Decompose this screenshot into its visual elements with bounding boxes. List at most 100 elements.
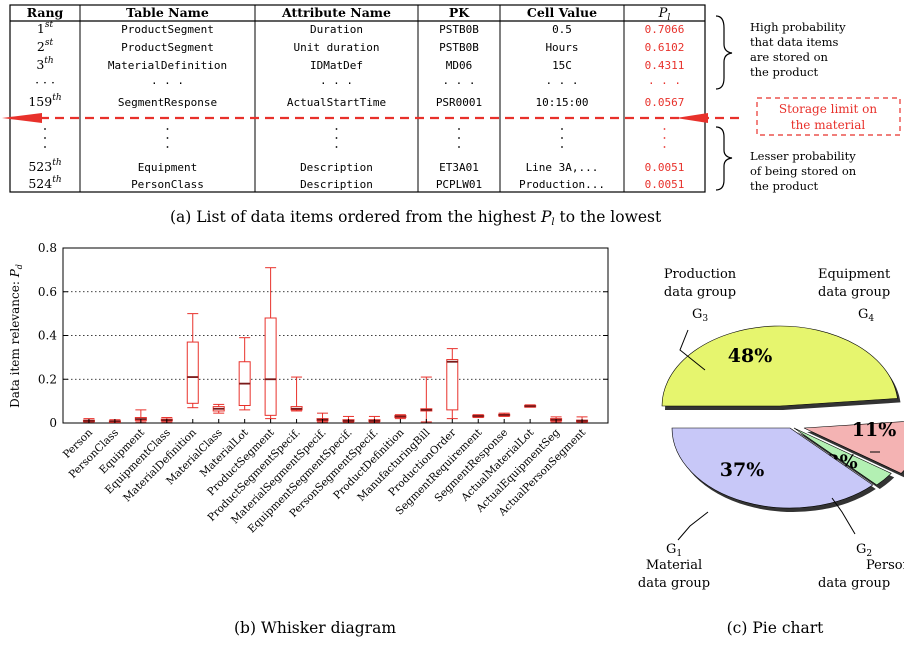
pie-leader-line (831, 497, 856, 535)
table-cell-text: · · · (442, 77, 475, 90)
table-cell-text: ET3A01 (439, 161, 479, 174)
table-cell-text: · · · (151, 77, 184, 90)
table-cell-text: MaterialDefinition (108, 59, 227, 72)
table-cell-text: PSTB0B (439, 23, 479, 36)
table-cell-text: Description (300, 178, 373, 191)
table-row-ellipsis-dot (458, 128, 460, 130)
table-cell-text: ActualStartTime (287, 96, 386, 109)
table-row-ellipsis-dot (44, 128, 46, 130)
table-cell-3-0: · · · (35, 75, 55, 90)
box-ProductionOrder (446, 348, 459, 420)
table-cell-3-3: · · · (442, 77, 475, 90)
storage-limit-arrow-right (676, 113, 708, 123)
y-axis-label-var: P (8, 268, 22, 278)
box-MaterialDefinition (186, 313, 199, 409)
pie-label-material-1: Material (646, 558, 702, 573)
table-cell-4-5: 0.0567 (645, 96, 685, 109)
pie-slice-2 (793, 427, 892, 486)
table-cell-text: 0.0051 (645, 161, 685, 174)
table-cell-text: PSR0001 (436, 96, 482, 109)
table-row-ellipsis-dot (561, 146, 563, 148)
storage-limit-label-1: Storage limit on (779, 102, 878, 116)
table-cell-text: 0.0051 (645, 178, 685, 191)
table-cell-4-3: PSR0001 (436, 96, 482, 109)
table-cell-2-2: IDMatDef (310, 59, 363, 72)
table-cell-0-3: PSTB0B (439, 23, 479, 36)
whisker-diagram: 0 0.2 0.4 0.6 0.8 PersonPersonClassEquipment… (8, 241, 609, 535)
y-tick-label: 0.8 (38, 241, 57, 255)
box-ProductSegmentSpecif. (290, 376, 303, 412)
table-cell-3-4: · · · (545, 77, 578, 90)
pie-percent-4: 11% (852, 419, 897, 441)
pie-slice-1 (671, 427, 874, 509)
pie-group-g3-sub: 3 (702, 314, 708, 324)
table-rank-suffix: st (45, 38, 54, 48)
table-cell-0-1: ProductSegment (121, 23, 214, 36)
y-tick-label: 0.2 (38, 372, 57, 386)
table-cell-6-5: 0.0051 (645, 161, 685, 174)
table-header-2: Attribute Name (281, 5, 391, 20)
table-cell-2-1: MaterialDefinition (108, 59, 227, 72)
table-cell-text: 0.0567 (645, 96, 685, 109)
y-tick-label: 0.6 (38, 285, 57, 299)
table-cell-0-5: 0.7066 (645, 23, 685, 36)
table-rank-suffix: th (44, 56, 53, 66)
y-tick-label: 0 (49, 416, 57, 430)
y-tick-label: 0.4 (38, 329, 57, 343)
table-cell-2-3: MD06 (446, 59, 473, 72)
box-MaterialClass (212, 403, 225, 414)
box-SegmentRequirement (472, 414, 485, 419)
pie-label-production-group: G3 (692, 307, 708, 324)
table-cell-text: PSTB0B (439, 41, 479, 54)
pie-leader-line (679, 329, 706, 371)
table-cell-4-2: ActualStartTime (287, 96, 386, 109)
annotation-high-4: the product (750, 65, 818, 79)
table-header-4: Cell Value (527, 5, 597, 20)
table-cell-text: Production... (519, 178, 605, 191)
caption-a-suffix: to the lowest (555, 208, 662, 226)
annotation-low-2: of being stored on (750, 164, 857, 178)
table-cell-text: ProductSegment (121, 41, 214, 54)
table-header-1: Table Name (126, 5, 209, 20)
table-header-pl-main: P (658, 6, 668, 21)
table-cell-text: IDMatDef (310, 59, 363, 72)
box-iqr (446, 359, 459, 411)
pie-label-production-1: Production (664, 267, 737, 282)
table-cell-text: Description (300, 161, 373, 174)
y-ticks: 0 0.2 0.4 0.6 0.8 (38, 241, 608, 430)
table-rank-suffix: st (45, 20, 54, 30)
pie-label-personal-group: G2 (856, 542, 872, 559)
caption-a-sub: l (551, 217, 554, 228)
table-rank-suffix: th (52, 175, 61, 185)
table-cell-text: · · · (35, 75, 55, 90)
table-cell-text: 523 (28, 159, 52, 174)
pie-group-g2-sub: 2 (866, 549, 872, 559)
data-items-table: Rang Table Name Attribute Name PK Cell Value… (9, 4, 706, 193)
table-cell-1-5: 0.6102 (645, 41, 685, 54)
box-ActualMaterialLot (524, 404, 537, 408)
table-cell-2-4: 15C (552, 59, 572, 72)
box-iqr (186, 341, 199, 404)
pie-leader-line (677, 511, 709, 541)
table-cell-text: · · · (320, 77, 353, 90)
table-cell-6-1: Equipment (138, 161, 198, 174)
table-header-0: Rang (27, 5, 64, 20)
table-cell-1-2: Unit duration (293, 41, 379, 54)
caption-b: (b) Whisker diagram (234, 619, 396, 637)
table-cell-4-1: SegmentResponse (118, 96, 217, 109)
box-ProductDefinition (394, 414, 407, 420)
annotation-high-1: High probability (750, 20, 846, 34)
pie-label-material-2: data group (638, 576, 710, 591)
table-cell-7-1: PersonClass (131, 178, 204, 191)
caption-a-prefix: (a) List of data items ordered from the … (170, 208, 541, 226)
table-cell-text: · · · (545, 77, 578, 90)
table-cell-1-0: 2st (37, 38, 54, 54)
table-cell-6-4: Line 3A,... (526, 161, 599, 174)
caption-a-var: P (540, 208, 552, 226)
grid-lines (63, 291, 608, 380)
annotation-low-3: the product (750, 179, 818, 193)
table-cell-3-2: · · · (320, 77, 353, 90)
table-cell-text: 10:15:00 (536, 96, 589, 109)
table-header-pl: Pl (658, 6, 671, 23)
